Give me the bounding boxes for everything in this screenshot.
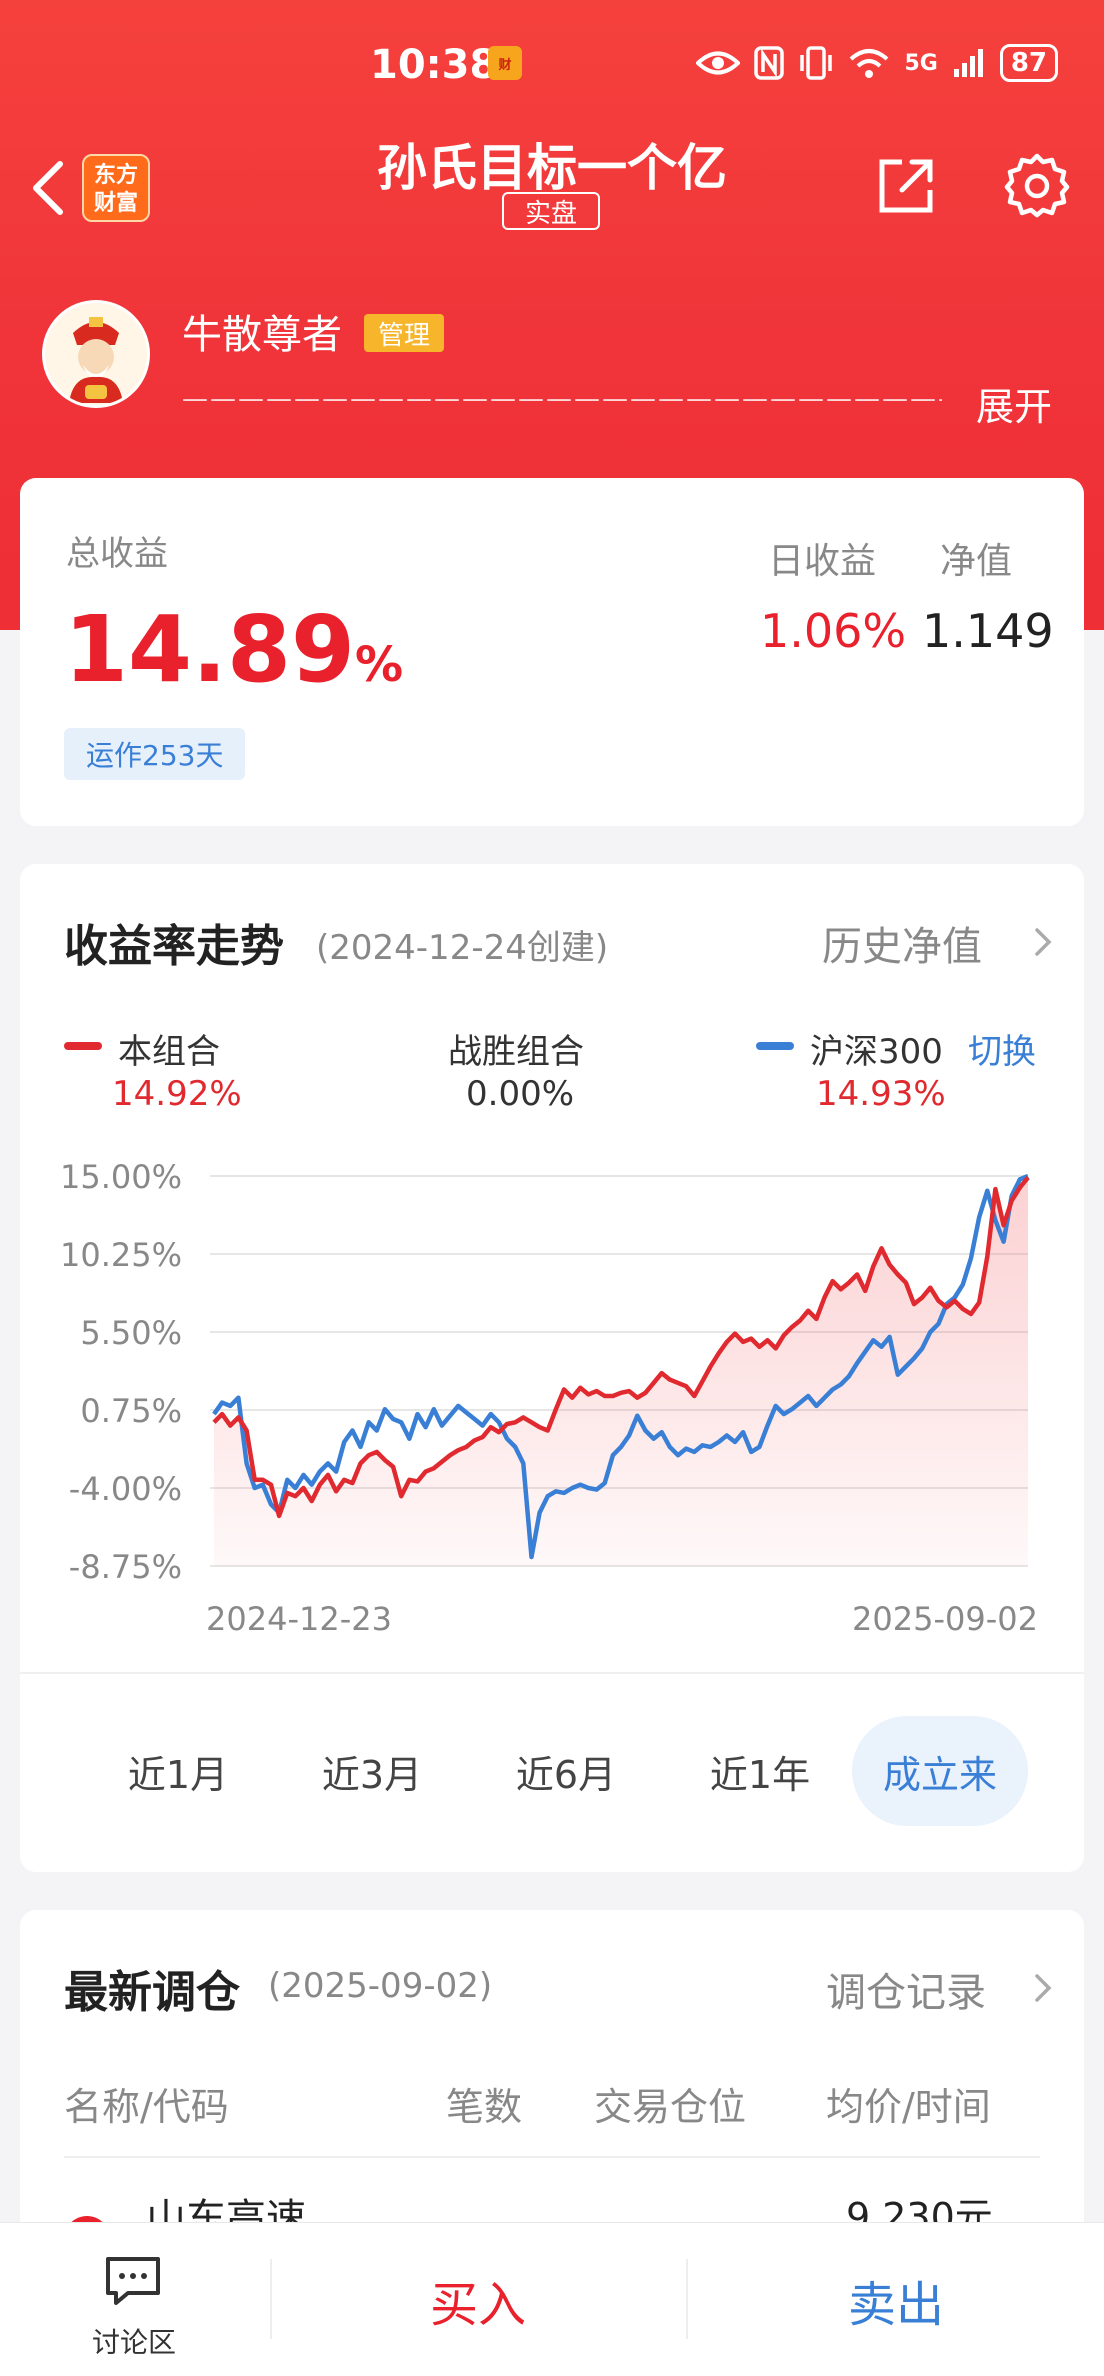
range-tab-1y[interactable]: 近1年 <box>709 1752 811 1797</box>
legend-swatch-hs300 <box>756 1042 794 1050</box>
bar-separator <box>270 2259 272 2339</box>
nav-label: 净值 <box>940 541 1013 582</box>
wifi-icon <box>850 49 889 78</box>
buy-button[interactable]: 买入 <box>429 2277 526 2333</box>
return-trend-card: 收益率走势 (2024-12-24创建) 历史净值 本组合 14.92% 战胜组… <box>20 864 1084 1872</box>
gear-icon[interactable] <box>1004 152 1070 218</box>
app-logo-text: 东方财富 <box>94 163 139 216</box>
nav-value: 1.149 <box>922 604 1054 658</box>
run-days-badge: 运作253天 <box>64 728 246 780</box>
range-tab-1m[interactable]: 近1月 <box>127 1752 229 1797</box>
series-line-0 <box>212 1176 1030 1519</box>
switch-benchmark-link[interactable]: 切换 <box>968 1032 1036 1072</box>
manager-bio: ——————————————————————————————… <box>182 384 942 414</box>
expand-bio-link[interactable]: 展开 <box>976 385 1053 429</box>
legend-label-hs300: 沪深300 <box>810 1032 943 1072</box>
notification-app-badge: 财 <box>498 57 512 73</box>
status-icons: 5G 87 <box>696 44 1058 82</box>
chart-title: 收益率走势 <box>64 921 284 972</box>
column-header-count: 笔数 <box>446 2085 523 2129</box>
series-line-1 <box>212 1173 1029 1560</box>
sell-button[interactable]: 卖出 <box>847 2277 944 2333</box>
total-return-number: 14.89 <box>64 596 356 703</box>
manager-role-badge: 管理 <box>364 314 445 352</box>
page-title: 孙氏目标一个亿 <box>377 139 727 197</box>
total-return-label: 总收益 <box>66 534 168 574</box>
discussion-label[interactable]: 讨论区 <box>92 2326 177 2359</box>
y-tick-label: 0.75% <box>80 1392 182 1430</box>
portfolio-type-badge: 实盘 <box>502 192 600 230</box>
legend-label-portfolio: 本组合 <box>118 1032 220 1072</box>
column-header-name: 名称/代码 <box>64 2085 229 2129</box>
total-return-value: 14.89% <box>64 596 403 703</box>
x-tick-label: 2025-09-02 <box>852 1600 1038 1638</box>
history-nav-link[interactable]: 历史净值 <box>822 924 982 970</box>
chart-divider <box>20 1672 1084 1674</box>
series-area-0 <box>214 1177 1028 1566</box>
app-logo: 东方财富 <box>82 154 150 222</box>
legend-value-beat: 0.00% <box>466 1074 575 1114</box>
network-type: 5G <box>904 50 938 76</box>
y-tick-label: -4.00% <box>69 1470 182 1508</box>
nfc-icon <box>754 46 785 80</box>
range-tab-6m[interactable]: 近6月 <box>515 1752 617 1797</box>
manager-name[interactable]: 牛散尊者 <box>182 312 342 358</box>
rebalance-title: 最新调仓 <box>64 1967 240 2018</box>
daily-return-value: 1.06% <box>760 604 907 658</box>
y-tick-label: -8.75% <box>69 1548 182 1586</box>
summary-card: 总收益 14.89% 运作253天 日收益 净值 1.06% 1.149 <box>20 478 1084 826</box>
legend-swatch-portfolio <box>64 1042 102 1050</box>
rebalance-divider <box>64 2156 1040 2158</box>
legend-label-beat: 战胜组合 <box>448 1032 584 1072</box>
rebalance-date: (2025-09-02) <box>268 1966 493 2006</box>
total-return-unit: % <box>355 637 404 693</box>
chat-icon[interactable] <box>104 2255 162 2307</box>
eye-icon <box>696 51 741 75</box>
daily-return-label: 日收益 <box>768 541 877 582</box>
chart-created-date: (2024-12-24创建) <box>316 928 609 968</box>
signal-icon <box>953 49 983 77</box>
chevron-right-icon <box>1035 1974 1052 2002</box>
y-tick-label: 15.00% <box>60 1158 182 1196</box>
column-header-position: 交易仓位 <box>594 2085 747 2129</box>
y-tick-label: 5.50% <box>80 1314 182 1352</box>
x-tick-label: 2024-12-23 <box>206 1600 392 1638</box>
bar-separator <box>686 2259 688 2339</box>
status-time: 10:38 <box>370 42 498 88</box>
vibrate-icon <box>800 46 833 80</box>
range-tab-since-inception[interactable]: 成立来 <box>852 1716 1028 1826</box>
y-tick-label: 10.25% <box>60 1236 182 1274</box>
avatar-image <box>45 303 147 405</box>
chevron-right-icon <box>1035 928 1052 956</box>
notification-app-icon: 财 <box>488 46 522 80</box>
battery-level: 87 <box>1010 48 1047 78</box>
share-icon[interactable] <box>874 154 938 218</box>
manager-avatar[interactable] <box>42 300 150 408</box>
rebalance-record-link[interactable]: 调仓记录 <box>826 1970 986 2016</box>
battery-indicator: 87 <box>999 44 1058 82</box>
legend-value-portfolio: 14.92% <box>112 1074 242 1114</box>
bottom-action-bar: 讨论区 买入 卖出 <box>0 2222 1104 2376</box>
back-icon[interactable] <box>26 158 72 218</box>
range-tab-3m[interactable]: 近3月 <box>321 1752 423 1797</box>
legend-value-hs300: 14.93% <box>816 1074 946 1114</box>
return-chart[interactable]: 15.00% 10.25% 5.50% 0.75% -4.00% -8.75% 2024-1… <box>20 864 1084 1672</box>
column-header-price-time: 均价/时间 <box>826 2085 991 2129</box>
